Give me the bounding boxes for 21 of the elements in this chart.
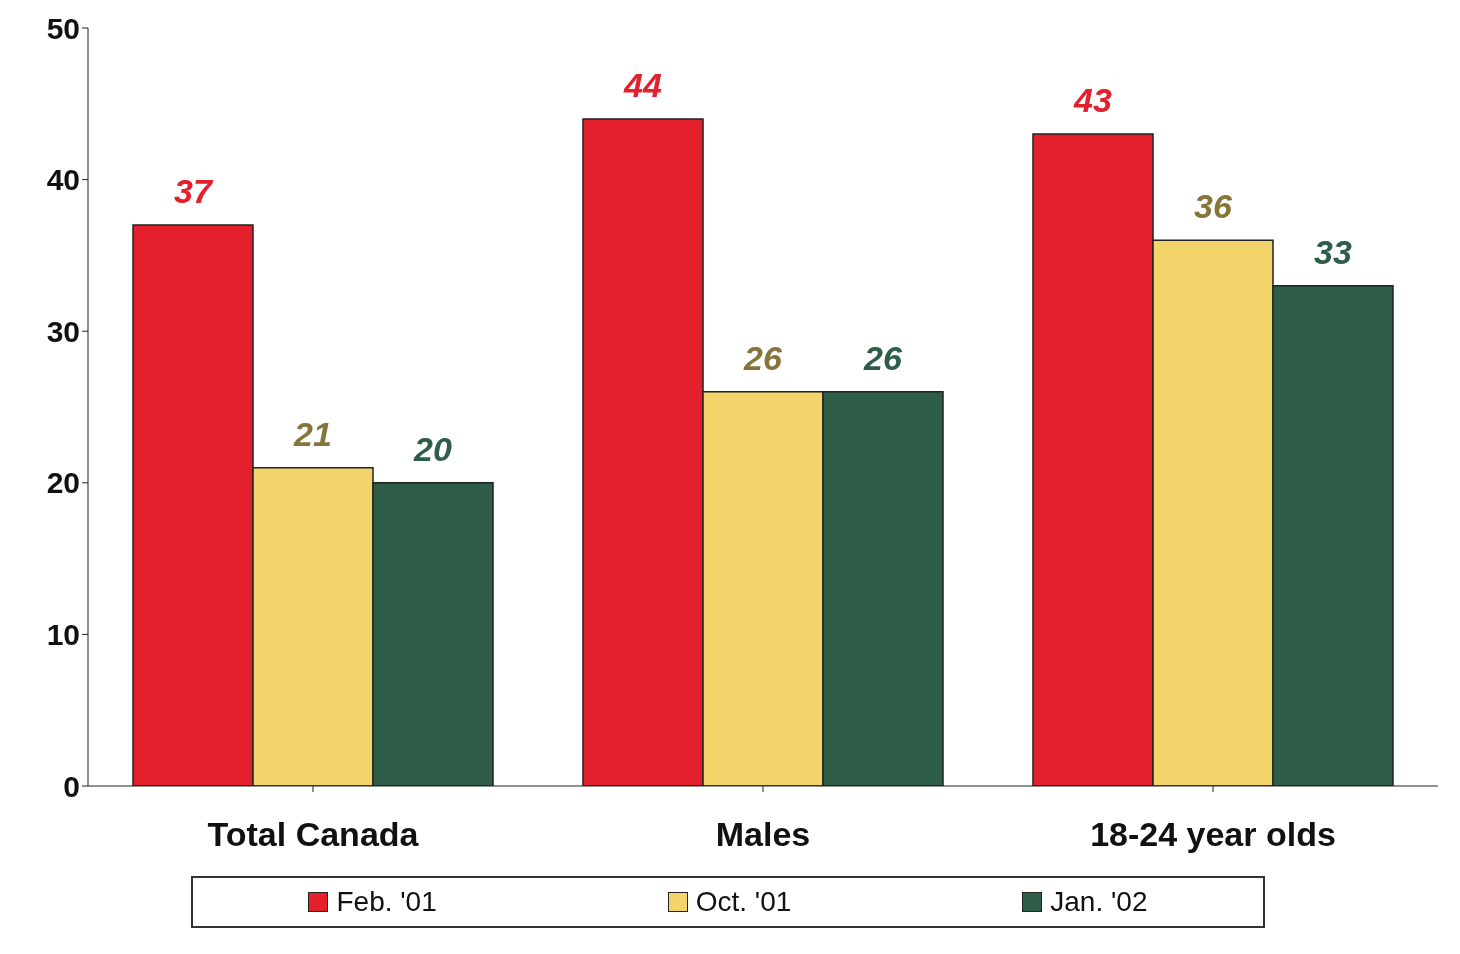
legend-label: Oct. '01 [694,886,792,918]
y-tick-label: 20 [46,466,80,500]
y-tick-label: 40 [46,163,80,197]
data-label: 44 [623,65,662,104]
data-label: 37 [174,172,214,211]
y-tick-label: 50 [46,11,80,45]
data-label: 43 [1073,81,1112,120]
y-tick-label: 10 [46,618,80,652]
data-label: 36 [1194,187,1233,226]
x-tick-label: 18-24 year olds [1090,815,1336,854]
legend-label: Jan. '02 [1049,886,1148,918]
y-tick-label: 0 [63,769,80,803]
data-label: 20 [413,429,452,468]
data-label: 33 [1314,232,1352,271]
y-tick-label: 30 [46,314,80,348]
data-label: 26 [863,338,903,377]
data-label: 21 [293,414,332,453]
x-tick-label: Total Canada [207,815,420,854]
x-tick-label: Males [715,815,811,854]
data-label: 26 [743,338,783,377]
legend-label: Feb. '01 [335,886,437,918]
